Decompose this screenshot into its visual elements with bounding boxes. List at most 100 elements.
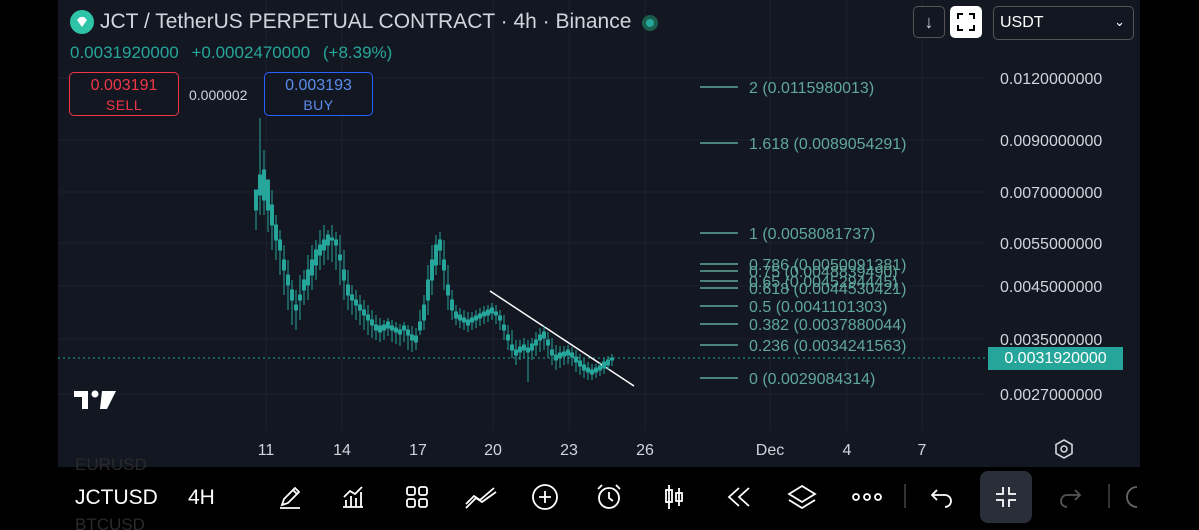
candle-body: [314, 249, 318, 266]
candle-body: [574, 356, 578, 363]
more-button[interactable]: [849, 479, 885, 515]
ghost-symbol-below: BTCUSD: [75, 515, 145, 530]
candle-body: [570, 352, 574, 358]
candle-body: [582, 364, 586, 371]
time-axis-label: Dec: [756, 442, 784, 459]
timeframe-selector[interactable]: 4H: [188, 486, 215, 509]
candle-body: [258, 174, 262, 196]
chart-plot[interactable]: 0.0120000000 0.0090000000 0.0070000000 0.00…: [0, 0, 1199, 467]
candle-body: [266, 179, 270, 211]
price-axis-label: 0.0055000000: [1000, 236, 1102, 253]
alarm-clock-icon: [597, 484, 621, 509]
alert-button[interactable]: [591, 479, 627, 515]
fib-level-label: 1.618 (0.0089054291): [749, 136, 906, 153]
candle-body: [362, 309, 366, 316]
layers-icon: [787, 484, 817, 510]
candle-body: [478, 313, 482, 319]
candle-body: [298, 294, 302, 301]
tradingview-logo-icon: [74, 389, 116, 416]
candle-body: [518, 346, 522, 353]
fullscreen-button[interactable]: [950, 6, 982, 38]
candle-body: [530, 343, 534, 351]
time-axis-label: 20: [484, 442, 502, 459]
price-axis-label: 0.0027000000: [1000, 387, 1102, 404]
candle-body: [286, 274, 290, 286]
candle-body: [318, 244, 322, 256]
current-price-tag: 0.0031920000: [988, 347, 1123, 370]
currency-value: USDT: [1000, 14, 1044, 31]
candle-body: [386, 321, 390, 329]
buy-button[interactable]: 0.003193 BUY: [264, 72, 373, 116]
candle-body: [594, 367, 598, 373]
time-axis-label: 4: [843, 442, 852, 459]
candle-body: [586, 367, 590, 373]
last-price: 0.0031920000: [70, 43, 179, 62]
time-axis-label: 17: [409, 442, 427, 459]
candle-body: [462, 317, 466, 323]
candle-body: [342, 269, 346, 281]
fib-level-label: 1 (0.0058081737): [749, 226, 875, 243]
exit-fullscreen-button[interactable]: [980, 471, 1032, 523]
redo-icon: [1060, 489, 1082, 508]
sell-button[interactable]: 0.003191 SELL: [69, 72, 179, 116]
candle-body: [422, 304, 426, 321]
price-axis-label: 0.0035000000: [1000, 332, 1102, 349]
undo-button[interactable]: [924, 479, 960, 515]
candle-body: [490, 307, 494, 314]
currency-select[interactable]: USDT ⌄: [993, 6, 1134, 40]
layouts-button[interactable]: [399, 479, 435, 515]
candle-body: [366, 314, 370, 321]
indicators-button[interactable]: [335, 479, 371, 515]
candle-body: [554, 354, 558, 361]
sell-price: 0.003191: [90, 77, 158, 94]
partial-circle-icon: [1126, 486, 1138, 508]
candle-body: [466, 319, 470, 326]
replay-button[interactable]: [720, 479, 756, 515]
chart-type-button[interactable]: [656, 479, 692, 515]
fib-level-label: 2 (0.0115980013): [749, 80, 874, 97]
scroll-down-button[interactable]: ↓: [913, 6, 945, 38]
buy-label: BUY: [303, 97, 334, 113]
candle-body: [598, 365, 602, 371]
ghost-symbol-above: EURUSD: [75, 455, 147, 474]
compare-lines-icon: [465, 487, 497, 509]
candle-body: [538, 334, 542, 341]
candle-body: [438, 239, 442, 251]
overflow-icon[interactable]: [1122, 479, 1142, 515]
candle-body: [306, 269, 310, 286]
candle-body: [602, 361, 606, 369]
candle-body: [322, 239, 326, 251]
redo-button[interactable]: [1052, 479, 1088, 515]
candle-body: [514, 349, 518, 356]
drawing-tool-button[interactable]: [272, 479, 308, 515]
fib-level-label: 0.65 (0.0045294445): [749, 274, 898, 291]
candle-body: [262, 169, 266, 201]
candle-body: [426, 279, 430, 301]
price-change: +0.0002470000: [191, 43, 311, 62]
arrow-down-icon: ↓: [924, 11, 934, 32]
candle-body: [402, 325, 406, 331]
object-tree-button[interactable]: [784, 479, 820, 515]
candle-body: [526, 347, 530, 353]
symbol-selector[interactable]: JCTUSD: [75, 486, 158, 509]
chart-settings-icon[interactable]: [1052, 437, 1076, 466]
add-button[interactable]: [527, 479, 563, 515]
market-status-icon: [642, 15, 658, 31]
fib-level-label: 0.236 (0.0034241563): [749, 338, 906, 355]
grid-icon: [406, 486, 428, 508]
candle-body: [394, 327, 398, 333]
price-change-pct: (+8.39%): [322, 43, 393, 62]
candle-body: [486, 309, 490, 316]
candle-body: [406, 329, 410, 336]
fib-level-label: 0.5 (0.0041101303): [749, 299, 887, 316]
candle-body: [278, 239, 282, 251]
time-axis-label: 23: [560, 442, 578, 459]
compare-button[interactable]: [463, 479, 499, 515]
candle-body: [590, 369, 594, 375]
candle-body: [378, 325, 382, 333]
candle-body: [334, 239, 338, 246]
plus-circle-icon: [532, 484, 558, 510]
chart-title[interactable]: JCT / TetherUS PERPETUAL CONTRACT · 4h ·…: [100, 10, 632, 33]
time-axis-label: 11: [258, 442, 275, 459]
